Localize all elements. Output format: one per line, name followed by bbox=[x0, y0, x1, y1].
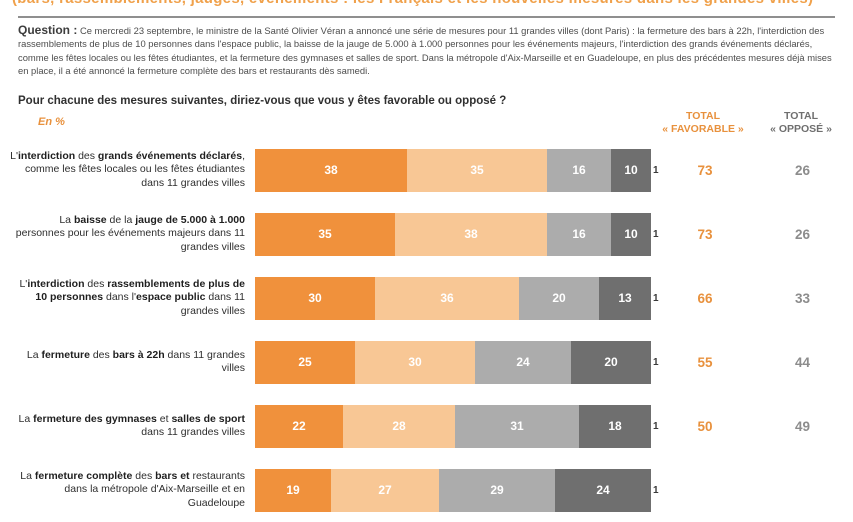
bar-segment-plutot-oppose: 29 bbox=[439, 468, 555, 512]
total-oppose-value: 44 bbox=[794, 354, 811, 370]
measure-row: La fermeture des bars à 22h dans 11 gran… bbox=[0, 330, 853, 394]
bar-segment-plutot-oppose: 16 bbox=[547, 148, 611, 192]
column-header-oppose: TOTAL « OPPOSÉ » bbox=[770, 110, 832, 135]
subquestion: Pour chacune des mesures suivantes, diri… bbox=[18, 95, 507, 107]
total-favorable-value: 73 bbox=[697, 162, 713, 178]
stacked-bar: 19 27 29 24 bbox=[255, 468, 651, 512]
bar-segment-plutot-favorable: 30 bbox=[355, 340, 475, 384]
measure-row: La fermeture complète des bars et restau… bbox=[0, 458, 853, 522]
measure-row: La baisse de la jauge de 5.000 à 1.000 p… bbox=[0, 202, 853, 266]
measure-label: L'interdiction des rassemblements de plu… bbox=[19, 278, 245, 317]
total-favorable-value: 55 bbox=[697, 354, 713, 370]
bar-segment-tres-favorable: 19 bbox=[255, 468, 331, 512]
bar-segment-plutot-oppose: 20 bbox=[519, 276, 599, 320]
bar-segment-plutot-favorable: 38 bbox=[395, 212, 547, 256]
total-favorable-value: 50 bbox=[697, 418, 713, 434]
bar-segment-plutot-oppose: 31 bbox=[455, 404, 579, 448]
column-header-favorable: TOTAL « FAVORABLE » bbox=[662, 110, 744, 135]
bar-segment-tres-oppose: 13 bbox=[599, 276, 651, 320]
bar-segment-tres-favorable: 22 bbox=[255, 404, 343, 448]
bar-segment-tres-oppose: 20 bbox=[571, 340, 651, 384]
question-paragraph: Question : Ce mercredi 23 septembre, le … bbox=[18, 24, 835, 92]
question-label: Question : bbox=[18, 24, 78, 37]
question-text: Ce mercredi 23 septembre, le ministre de… bbox=[18, 25, 832, 77]
measure-label: La fermeture des gymnases et salles de s… bbox=[18, 412, 245, 438]
cropped-page-title: (bars, rassemblements, jauges, événement… bbox=[0, 0, 853, 11]
no-opinion-value: 1 bbox=[653, 484, 659, 496]
bar-segment-tres-favorable: 35 bbox=[255, 212, 395, 256]
rows: L'interdiction des grands événements déc… bbox=[0, 138, 853, 522]
stacked-bar: 22 28 31 18 bbox=[255, 404, 651, 448]
bar-segment-plutot-favorable: 36 bbox=[375, 276, 519, 320]
page-title-text: (bars, rassemblements, jauges, événement… bbox=[0, 0, 853, 9]
bar-segment-tres-favorable: 30 bbox=[255, 276, 375, 320]
bar-segment-plutot-oppose: 16 bbox=[547, 212, 611, 256]
total-favorable-value: 66 bbox=[697, 290, 713, 306]
bar-segment-plutot-favorable: 28 bbox=[343, 404, 455, 448]
no-opinion-value: 1 bbox=[653, 420, 659, 432]
bar-segment-plutot-favorable: 27 bbox=[331, 468, 439, 512]
measure-label: La fermeture complète des bars et restau… bbox=[20, 470, 245, 509]
bar-segment-tres-favorable: 25 bbox=[255, 340, 355, 384]
measure-label: La baisse de la jauge de 5.000 à 1.000 p… bbox=[15, 214, 245, 253]
no-opinion-value: 1 bbox=[653, 292, 659, 304]
total-favorable-value: 73 bbox=[697, 226, 713, 242]
total-oppose-value: 33 bbox=[794, 290, 811, 306]
unit-label: En % bbox=[38, 116, 65, 128]
measure-row: L'interdiction des rassemblements de plu… bbox=[0, 266, 853, 330]
stacked-bar: 25 30 24 20 bbox=[255, 340, 651, 384]
bar-segment-tres-favorable: 38 bbox=[255, 148, 407, 192]
bar-segment-tres-oppose: 10 bbox=[611, 148, 651, 192]
no-opinion-value: 1 bbox=[653, 164, 659, 176]
no-opinion-value: 1 bbox=[653, 228, 659, 240]
bar-segment-plutot-oppose: 24 bbox=[475, 340, 571, 384]
measure-label: L'interdiction des grands événements déc… bbox=[10, 150, 245, 189]
bar-segment-tres-oppose: 10 bbox=[611, 212, 651, 256]
header-divider bbox=[18, 16, 835, 18]
bar-segment-tres-oppose: 24 bbox=[555, 468, 651, 512]
columns-header-row: En % TOTAL « FAVORABLE » TOTAL « OPPOSÉ … bbox=[0, 108, 853, 138]
bar-segment-plutot-favorable: 35 bbox=[407, 148, 547, 192]
total-oppose-value: 26 bbox=[794, 162, 811, 178]
total-oppose-value: 49 bbox=[794, 418, 811, 434]
bar-segment-tres-oppose: 18 bbox=[579, 404, 651, 448]
no-opinion-value: 1 bbox=[653, 356, 659, 368]
stacked-bar: 35 38 16 10 bbox=[255, 212, 651, 256]
measure-row: La fermeture des gymnases et salles de s… bbox=[0, 394, 853, 458]
total-oppose-value: 26 bbox=[794, 226, 811, 242]
stacked-bar: 30 36 20 13 bbox=[255, 276, 651, 320]
measure-row: L'interdiction des grands événements déc… bbox=[0, 138, 853, 202]
measure-label: La fermeture des bars à 22h dans 11 gran… bbox=[26, 348, 245, 374]
stacked-bar: 38 35 16 10 bbox=[255, 148, 651, 192]
